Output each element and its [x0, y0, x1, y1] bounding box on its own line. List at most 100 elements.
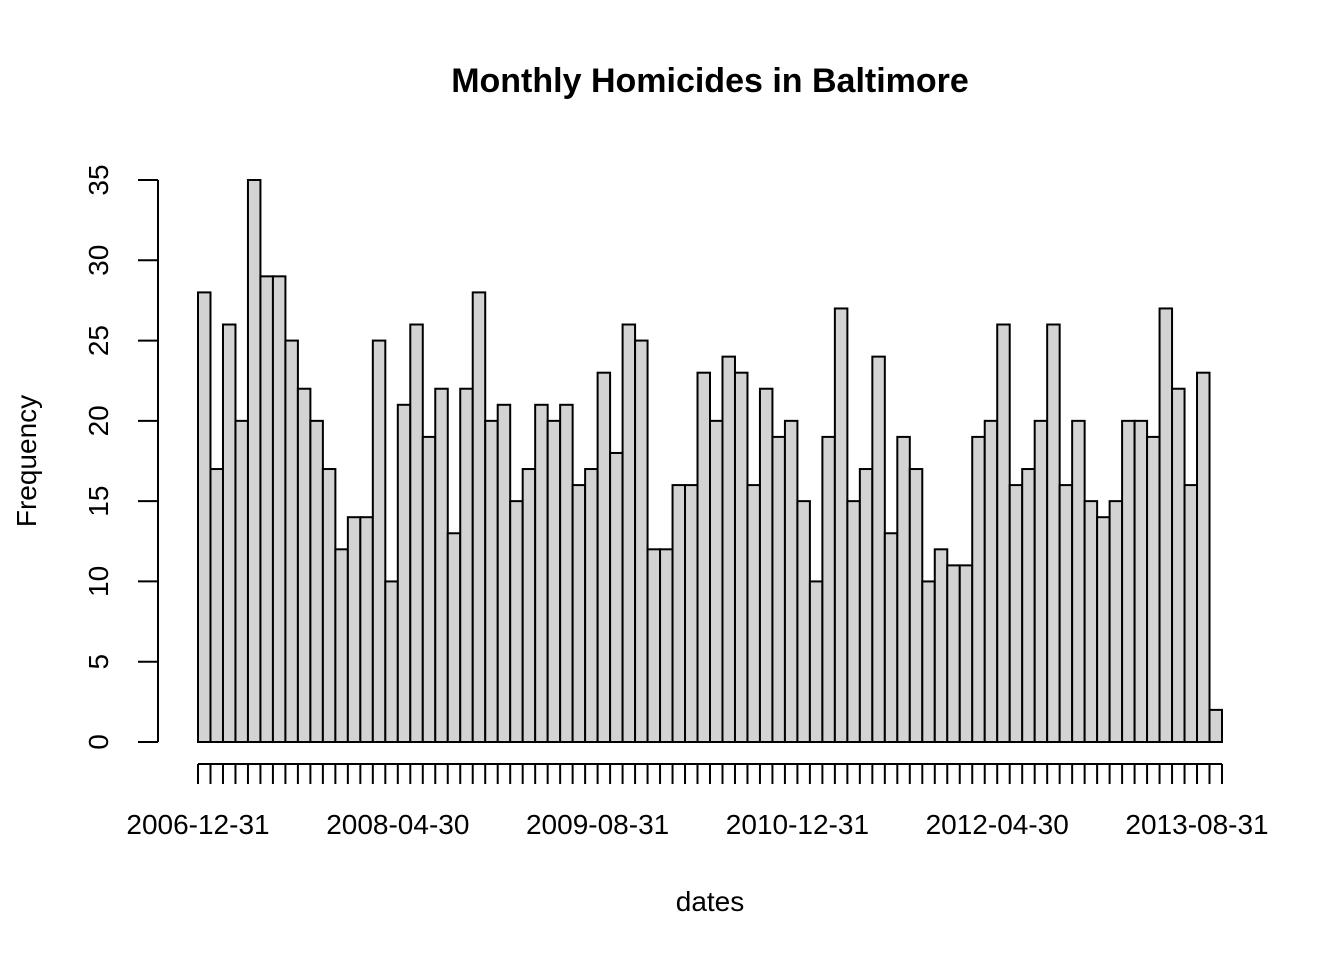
- histogram-bar: [571, 484, 587, 743]
- histogram-bar: [771, 435, 786, 743]
- histogram-bar: [621, 323, 637, 743]
- histogram-bar: [733, 371, 749, 743]
- y-tick-label: 0: [83, 734, 114, 750]
- histogram-bar: [1208, 708, 1224, 744]
- bars-group: [197, 179, 1224, 744]
- histogram-bar: [559, 403, 574, 743]
- x-tick-label: 2010-12-31: [726, 809, 869, 840]
- histogram-bar: [796, 500, 811, 744]
- histogram-bar: [609, 451, 624, 743]
- histogram-bar: [1183, 484, 1199, 743]
- histogram-bar: [209, 468, 224, 743]
- histogram-bar: [296, 387, 312, 743]
- histogram-bar: [1171, 387, 1186, 743]
- histogram-bar: [696, 371, 712, 743]
- histogram-bar: [359, 516, 374, 744]
- histogram-bar: [783, 419, 799, 743]
- histogram-bar: [259, 275, 274, 743]
- histogram-bar: [833, 307, 849, 743]
- histogram-bar: [896, 435, 911, 743]
- y-axis: 0 5 10 15 20 25 30 35: [83, 164, 159, 750]
- histogram-bar: [234, 419, 249, 743]
- histogram-bar: [1121, 419, 1136, 743]
- histogram-bar: [221, 323, 237, 743]
- y-tick-label: 15: [83, 486, 114, 517]
- histogram-bar: [871, 355, 886, 743]
- histogram-bar: [634, 339, 649, 743]
- histogram-bar: [421, 435, 437, 743]
- y-tick-label: 35: [83, 164, 114, 195]
- y-tick-label: 10: [83, 566, 114, 597]
- histogram-bar: [434, 387, 449, 743]
- x-tick-label: 2008-04-30: [326, 809, 469, 840]
- histogram-bar: [646, 548, 662, 743]
- histogram-bar: [459, 387, 474, 743]
- histogram-bar: [446, 532, 462, 744]
- histogram-bar: [284, 339, 299, 743]
- histogram-bar: [1058, 484, 1074, 743]
- histogram-bar: [671, 484, 687, 743]
- histogram-bar: [546, 419, 562, 743]
- histogram-bar: [908, 468, 924, 743]
- histogram-bar: [321, 468, 337, 743]
- histogram-bar: [808, 580, 824, 743]
- histogram-bar: [858, 468, 874, 743]
- histogram-bar: [1021, 468, 1036, 743]
- histogram-bar: [584, 468, 599, 743]
- x-tick-label: 2012-04-30: [926, 809, 1069, 840]
- y-tick-label: 5: [83, 654, 114, 670]
- histogram-bar: [396, 403, 412, 743]
- histogram-bar: [309, 419, 324, 743]
- y-tick-label: 20: [83, 405, 114, 436]
- y-axis-label: Frequency: [11, 395, 42, 527]
- histogram-bar: [933, 548, 949, 743]
- histogram-bar: [534, 403, 549, 743]
- histogram-bar: [1008, 484, 1024, 743]
- histogram-bar: [484, 419, 499, 743]
- histogram-bar: [721, 355, 736, 743]
- histogram-bar: [371, 339, 387, 743]
- y-tick-label: 25: [83, 325, 114, 356]
- histogram-bar: [271, 275, 287, 743]
- histogram-bar: [334, 548, 349, 743]
- histogram-bar: [971, 435, 986, 743]
- histogram-bar: [709, 419, 724, 743]
- histogram-bar: [996, 323, 1011, 743]
- histogram-bar: [958, 564, 974, 743]
- histogram-bar: [197, 291, 212, 743]
- histogram-bar: [1083, 500, 1099, 744]
- chart-title: Monthly Homicides in Baltimore: [451, 62, 969, 100]
- y-tick-label: 30: [83, 245, 114, 276]
- histogram-bar: [946, 564, 961, 743]
- x-tick-label: 2006-12-31: [126, 809, 269, 840]
- histogram-bar: [846, 500, 861, 744]
- histogram-bar: [521, 468, 537, 743]
- histogram-bar: [1158, 307, 1174, 743]
- histogram-bar: [471, 291, 487, 743]
- histogram-bar: [659, 548, 674, 743]
- histogram-bar: [883, 532, 899, 744]
- x-axis: 2006-12-31 2008-04-30 2009-08-31 2010-12-31…: [126, 763, 1269, 840]
- x-axis-label: dates: [676, 886, 745, 917]
- histogram-bar: [509, 500, 524, 744]
- histogram-bar: [1146, 435, 1161, 743]
- histogram-bar: [596, 371, 612, 743]
- histogram-bar: [1133, 419, 1149, 743]
- histogram-bar: [384, 580, 399, 743]
- histogram-bar: [1096, 516, 1111, 744]
- histogram-bar: [246, 179, 262, 743]
- histogram-bar: [758, 387, 774, 743]
- histogram-bar: [1196, 371, 1211, 743]
- histogram-bar: [346, 516, 362, 744]
- histogram-bar: [1108, 500, 1124, 744]
- histogram-bar: [921, 580, 936, 743]
- histogram-bar: [1033, 419, 1049, 743]
- histogram-bar: [1071, 419, 1086, 743]
- histogram-bar: [1046, 323, 1061, 743]
- histogram-bar: [409, 323, 424, 743]
- histogram-bar: [496, 403, 512, 743]
- histogram-bar: [821, 435, 836, 743]
- histogram-bar: [746, 484, 761, 743]
- histogram-bar: [983, 419, 999, 743]
